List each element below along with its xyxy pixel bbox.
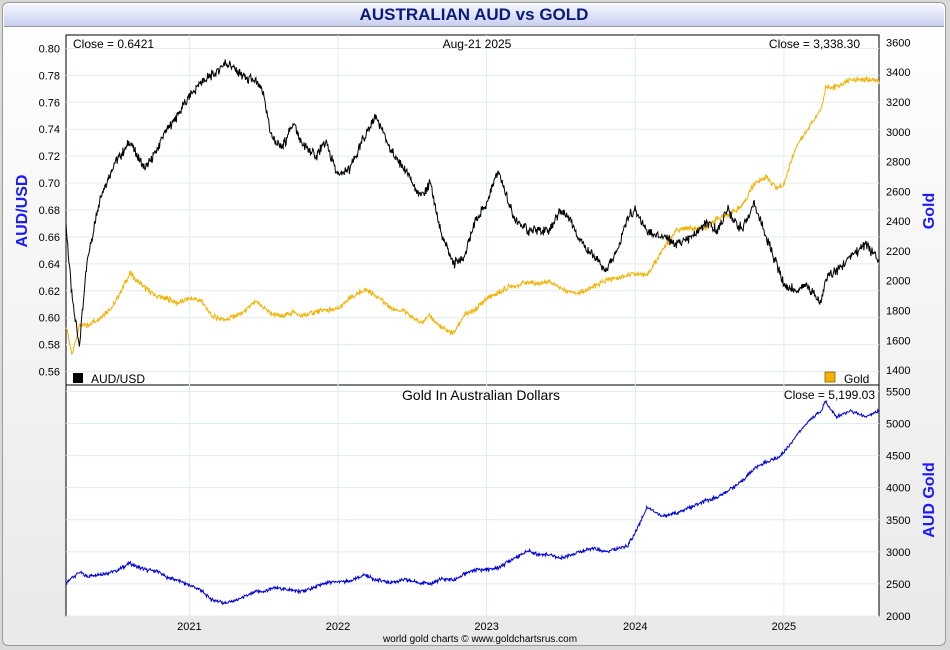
y-right-tick-label-gold: 2000 xyxy=(886,276,910,288)
right-axis-title-gold: Gold xyxy=(921,193,938,229)
y-left-tick-label: 0.80 xyxy=(39,43,60,55)
x-tick-label: 2024 xyxy=(623,621,647,633)
aud-close-label: Close = 0.6421 xyxy=(73,37,154,51)
legend-label-gold: Gold xyxy=(844,372,869,386)
y-left-tick-label: 0.62 xyxy=(39,286,60,298)
y-left-tick-label: 0.74 xyxy=(39,124,60,136)
left-axis-title: AUD/USD xyxy=(14,175,31,248)
y-left-tick-label: 0.66 xyxy=(39,232,60,244)
y-left-tick-label: 0.68 xyxy=(39,205,60,217)
y-right-tick-label-gold: 2800 xyxy=(886,157,910,169)
aud-gold-line xyxy=(65,400,880,606)
y-left-tick-label: 0.78 xyxy=(39,70,60,82)
chart-title: AUSTRALIAN AUD vs GOLD xyxy=(359,5,589,24)
date-label: Aug-21 2025 xyxy=(443,37,512,51)
y-left-tick-label: 0.56 xyxy=(39,367,60,379)
legend-label-aud: AUD/USD xyxy=(91,372,145,386)
legend-swatch-aud xyxy=(73,373,83,383)
y-right-tick-label-aud-gold: 4500 xyxy=(886,451,910,463)
y-right-tick-label-aud-gold: 3500 xyxy=(886,515,910,527)
y-left-tick-label: 0.76 xyxy=(39,97,60,109)
y-right-tick-label-gold: 2400 xyxy=(886,216,910,228)
y-left-tick-label: 0.72 xyxy=(39,151,60,163)
footer-credit: world gold charts © www.goldchartsrus.co… xyxy=(382,634,577,645)
y-right-tick-label-gold: 1600 xyxy=(886,335,910,347)
y-right-tick-label-aud-gold: 4000 xyxy=(886,483,910,495)
title-bar: AUSTRALIAN AUD vs GOLD xyxy=(4,4,944,27)
y-right-tick-label-aud-gold: 2000 xyxy=(886,611,910,623)
y-right-tick-label-aud-gold: 5500 xyxy=(886,386,910,398)
y-right-tick-label-gold: 3000 xyxy=(886,127,910,139)
aud-usd-line xyxy=(65,59,880,347)
y-right-tick-label-gold: 1800 xyxy=(886,306,910,318)
x-tick-label: 2023 xyxy=(474,621,498,633)
y-left-tick-label: 0.60 xyxy=(39,313,60,325)
x-tick-label: 2022 xyxy=(326,621,350,633)
bottom-plot-area xyxy=(65,384,880,617)
y-right-tick-label-gold: 3600 xyxy=(886,37,910,49)
series-lines xyxy=(65,59,880,606)
y-left-tick-label: 0.70 xyxy=(39,178,60,190)
y-right-tick-label-gold: 1400 xyxy=(886,365,910,377)
gold-close-label: Close = 3,338.30 xyxy=(769,37,860,51)
y-left-tick-label: 0.58 xyxy=(39,340,60,352)
aud-gold-close-label: Close = 5,199.03 xyxy=(784,388,875,402)
legend-swatch-gold xyxy=(824,371,836,383)
y-right-tick-label-aud-gold: 2500 xyxy=(886,579,910,591)
x-tick-label: 2025 xyxy=(772,621,796,633)
tick-labels: 2021 2022 2023 2024 2025 0.80 0.78 0.76 0.74 0.72… xyxy=(39,37,911,633)
y-right-tick-label-aud-gold: 5000 xyxy=(886,419,910,431)
y-right-tick-label-gold: 3400 xyxy=(886,67,910,79)
right-axis-title-aud-gold: AUD Gold xyxy=(921,462,938,538)
gold-price-line xyxy=(65,75,880,355)
y-left-tick-label: 0.64 xyxy=(39,259,60,271)
y-right-tick-label-gold: 2200 xyxy=(886,246,910,258)
y-right-tick-label-gold: 3200 xyxy=(886,97,910,109)
y-right-tick-label-gold: 2600 xyxy=(886,186,910,198)
bottom-panel-title: Gold In Australian Dollars xyxy=(402,387,560,403)
x-tick-label: 2021 xyxy=(177,621,201,633)
grid-lines xyxy=(66,35,879,617)
y-right-tick-label-aud-gold: 3000 xyxy=(886,547,910,559)
